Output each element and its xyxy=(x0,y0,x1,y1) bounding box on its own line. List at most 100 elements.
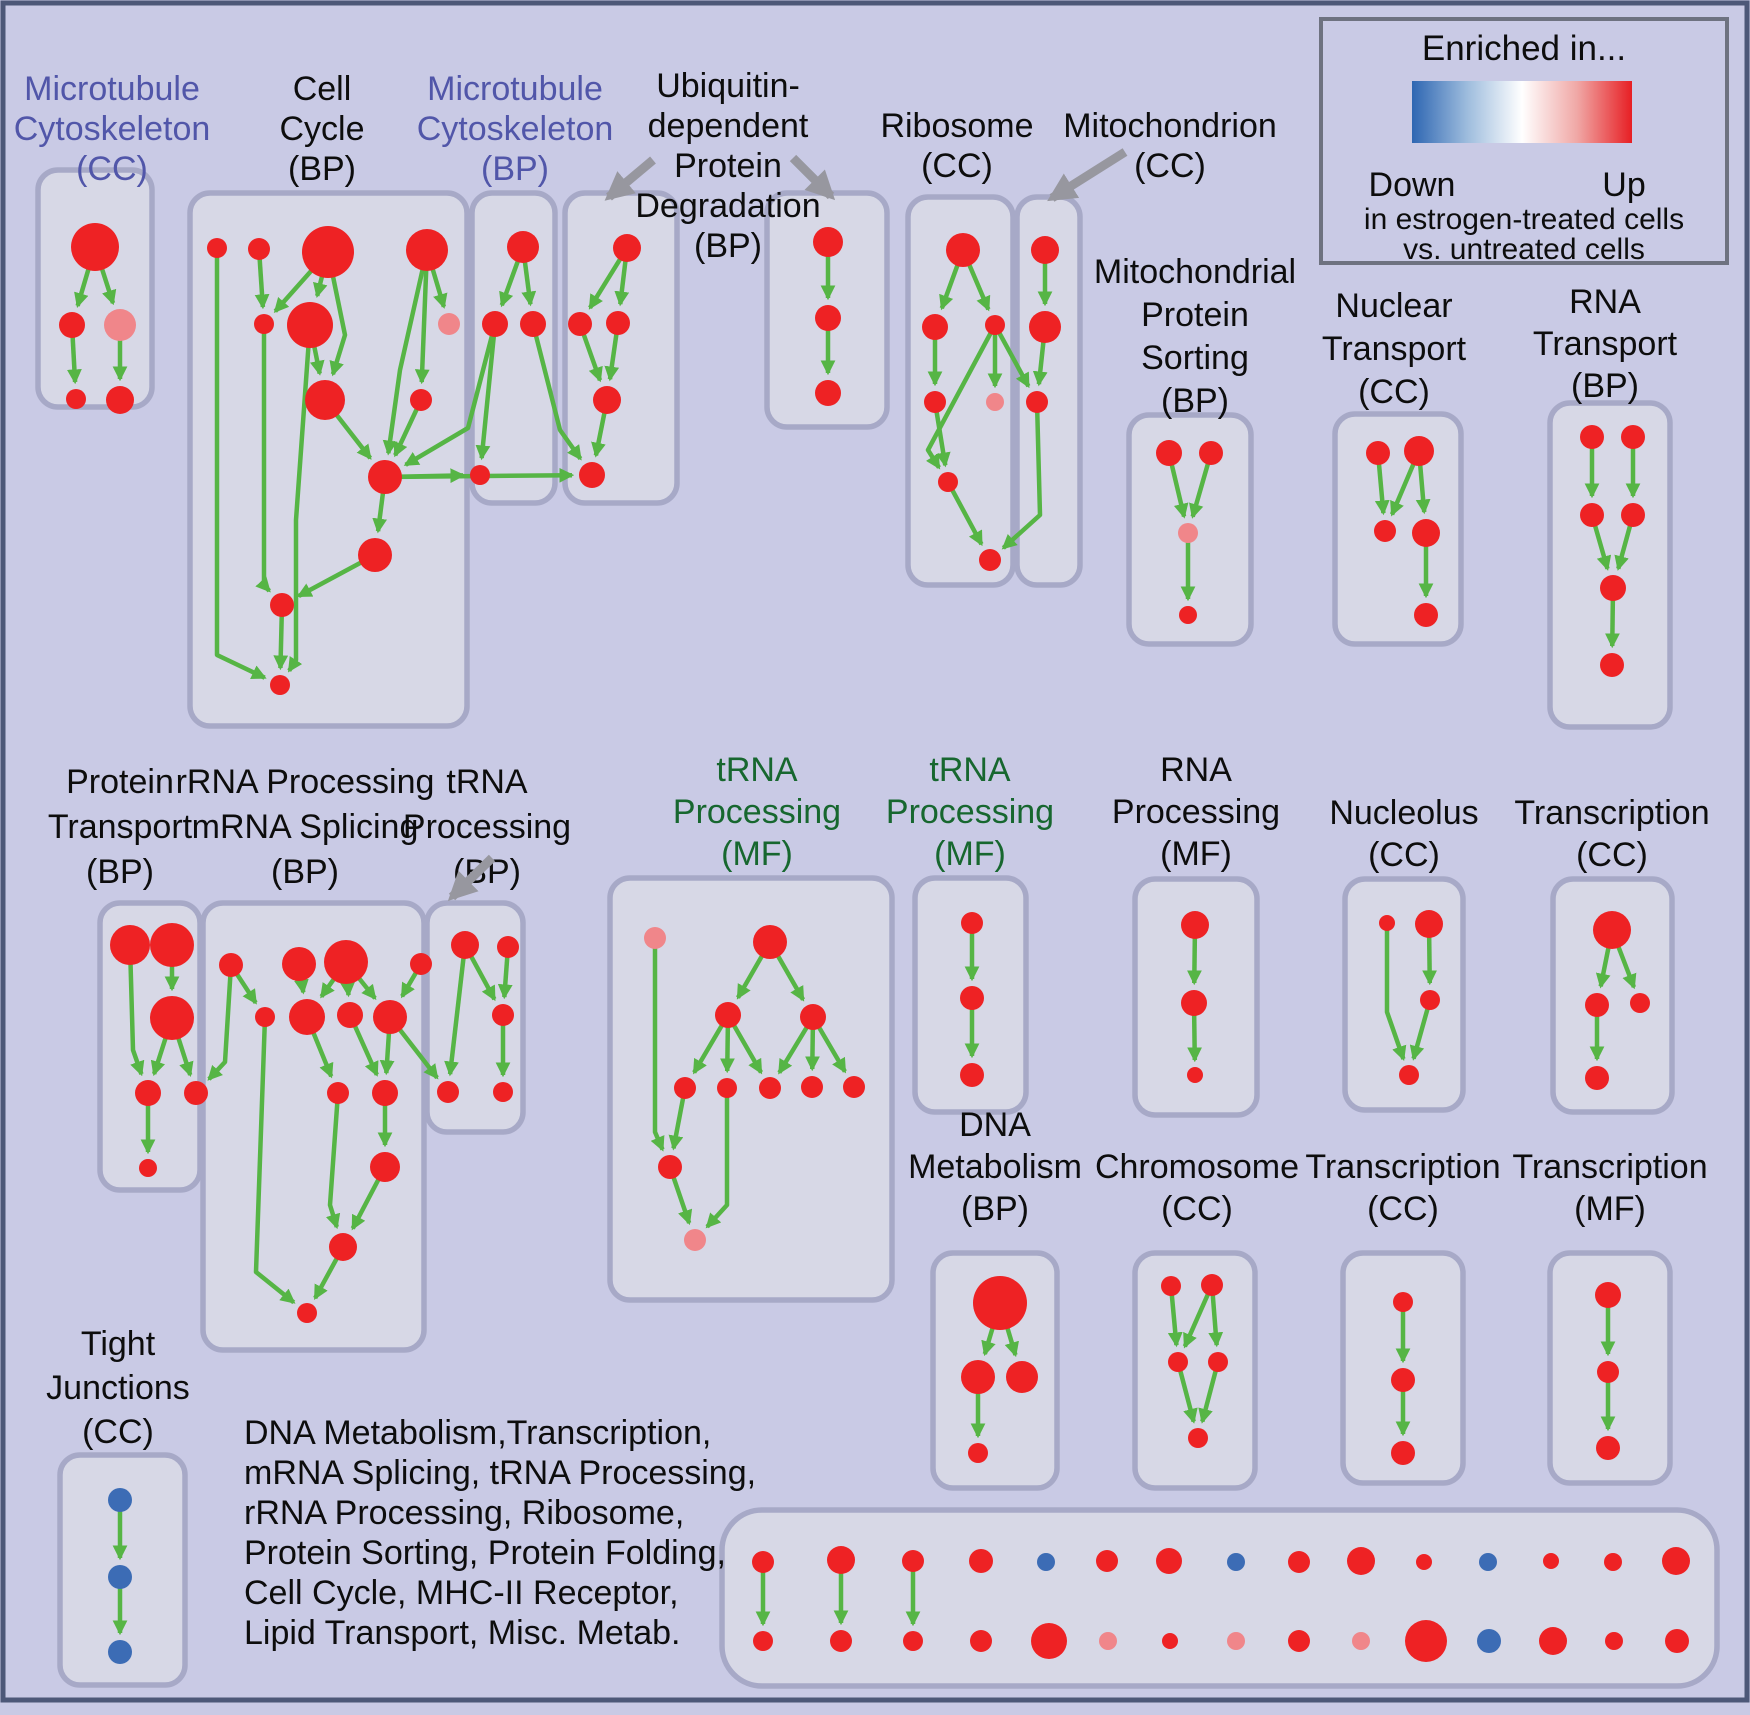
go-term-node-up xyxy=(753,925,787,959)
go-term-node-up xyxy=(1412,519,1440,547)
go-term-node-up xyxy=(613,234,641,262)
cluster-label-line: Processing xyxy=(673,793,841,831)
cluster-label-line: (CC) xyxy=(921,147,993,185)
go-term-node-up xyxy=(1416,1554,1432,1570)
go-term-node-up xyxy=(1415,910,1443,938)
misc-note-line: mRNA Splicing, tRNA Processing, xyxy=(244,1454,756,1492)
cluster-label-line: Cell xyxy=(293,70,352,108)
cluster-label-line: Cytoskeleton xyxy=(417,110,614,148)
cluster-label-line: Nucleolus xyxy=(1329,794,1478,832)
go-term-node-up xyxy=(372,1080,398,1106)
go-term-node-up xyxy=(1597,1361,1619,1383)
go-term-node-up xyxy=(593,386,621,414)
go-term-node-up xyxy=(1179,606,1197,624)
cluster-label: Chromosome (CC) xyxy=(1095,1148,1299,1228)
cluster-label-line: (BP) xyxy=(271,853,339,891)
go-term-node-down xyxy=(1479,1553,1497,1571)
pointer-arrows xyxy=(447,148,1128,902)
cluster-label: Mitochondrial Protein Sorting (BP) xyxy=(1094,253,1296,420)
go-term-node-down xyxy=(108,1488,132,1512)
go-term-node-up xyxy=(1404,436,1434,466)
go-term-node-up xyxy=(219,953,243,977)
cluster-label-line: (BP) xyxy=(1161,382,1229,420)
go-term-node-up xyxy=(1630,993,1650,1013)
misc-note-line: rRNA Processing, Ribosome, xyxy=(244,1494,684,1532)
go-term-node-up xyxy=(1585,993,1609,1017)
cluster-label-line: (MF) xyxy=(1574,1190,1646,1228)
edge xyxy=(530,323,583,461)
edge xyxy=(414,249,430,385)
cluster-label-line: dependent xyxy=(648,107,809,145)
cluster-label-line: Ubiquitin- xyxy=(656,67,800,105)
go-term-node-up xyxy=(482,311,508,337)
go-term-node-up xyxy=(139,1159,157,1177)
misc-note-line: DNA Metabolism,Transcription, xyxy=(244,1414,711,1452)
edge xyxy=(1182,1284,1215,1349)
go-term-node-up xyxy=(969,1549,993,1573)
cluster-label-line: Microtubule xyxy=(24,70,200,108)
cluster-label-line: mRNA Splicing xyxy=(192,808,419,846)
go-term-node-up xyxy=(1580,425,1604,449)
go-term-node-up xyxy=(437,1081,459,1103)
edge xyxy=(1175,1361,1198,1424)
go-term-node-up xyxy=(1029,311,1061,343)
cluster-label-line: (CC) xyxy=(1367,1190,1439,1228)
legend-up-label: Up xyxy=(1602,166,1645,204)
edge xyxy=(925,323,997,470)
go-term-node-weak-up xyxy=(438,313,460,335)
cluster-label-line: tRNA xyxy=(446,763,528,801)
cluster-label: Tight Junctions (CC) xyxy=(46,1325,190,1451)
cluster-label: Nucleolus (CC) xyxy=(1329,794,1478,874)
go-term-node-up xyxy=(297,1303,317,1323)
go-term-node-up xyxy=(1188,1428,1208,1448)
go-term-node-up xyxy=(979,549,1001,571)
cluster-box-transcription-cc-mid xyxy=(1550,876,1675,1115)
legend-gradient-bar xyxy=(1412,81,1632,143)
cluster-label-line: (CC) xyxy=(82,1413,154,1451)
go-term-node-weak-up xyxy=(684,1229,706,1251)
go-term-node-down xyxy=(1227,1553,1245,1571)
cluster-label-line: (BP) xyxy=(86,853,154,891)
cluster-label-line: (BP) xyxy=(481,150,549,188)
go-term-node-up xyxy=(492,1004,514,1026)
edge xyxy=(475,323,498,461)
cluster-label-line: Sorting xyxy=(1141,339,1249,377)
go-term-node-up xyxy=(373,1000,407,1034)
cluster-label: tRNA Processing (BP) xyxy=(403,763,571,891)
go-term-node-up xyxy=(1288,1551,1310,1573)
edge xyxy=(214,248,267,680)
cluster-label-line: tRNA xyxy=(716,751,798,789)
go-term-node-up xyxy=(302,226,354,278)
go-term-node-up xyxy=(970,1630,992,1652)
go-term-node-weak-up xyxy=(986,393,1004,411)
cluster-label-line: Cycle xyxy=(279,110,364,148)
go-term-node-weak-up xyxy=(1227,1632,1245,1650)
edge xyxy=(444,944,468,1077)
go-term-node-up xyxy=(282,947,316,981)
cluster-label-line: Junctions xyxy=(46,1369,190,1407)
go-term-node-up xyxy=(410,953,432,975)
cluster-label-line: RNA xyxy=(1569,283,1641,321)
go-term-node-up xyxy=(1414,603,1438,627)
go-term-node-down xyxy=(1477,1629,1501,1653)
go-term-node-up xyxy=(1181,990,1207,1016)
cluster-label-line: Processing xyxy=(886,793,1054,831)
cluster-label-line: (CC) xyxy=(1368,836,1440,874)
go-term-node-down xyxy=(1037,1553,1055,1571)
go-term-node-up xyxy=(568,312,592,336)
edge xyxy=(325,251,348,377)
go-term-node-up xyxy=(1604,1553,1622,1571)
cluster-label: Cell Cycle (BP) xyxy=(279,70,364,188)
go-term-node-weak-up xyxy=(644,927,666,949)
go-term-node-up xyxy=(1662,1547,1690,1575)
cluster-label-line: Transcription xyxy=(1514,794,1709,832)
cluster-label-line: (CC) xyxy=(1358,373,1430,411)
cluster-label-line: (BP) xyxy=(288,150,356,188)
cluster-box-protein-transport-bp xyxy=(97,900,203,1193)
go-term-node-up xyxy=(1600,653,1624,677)
label-pointer-arrow xyxy=(447,854,496,902)
go-term-node-up xyxy=(1379,915,1395,931)
go-term-node-up xyxy=(1162,1633,1178,1649)
